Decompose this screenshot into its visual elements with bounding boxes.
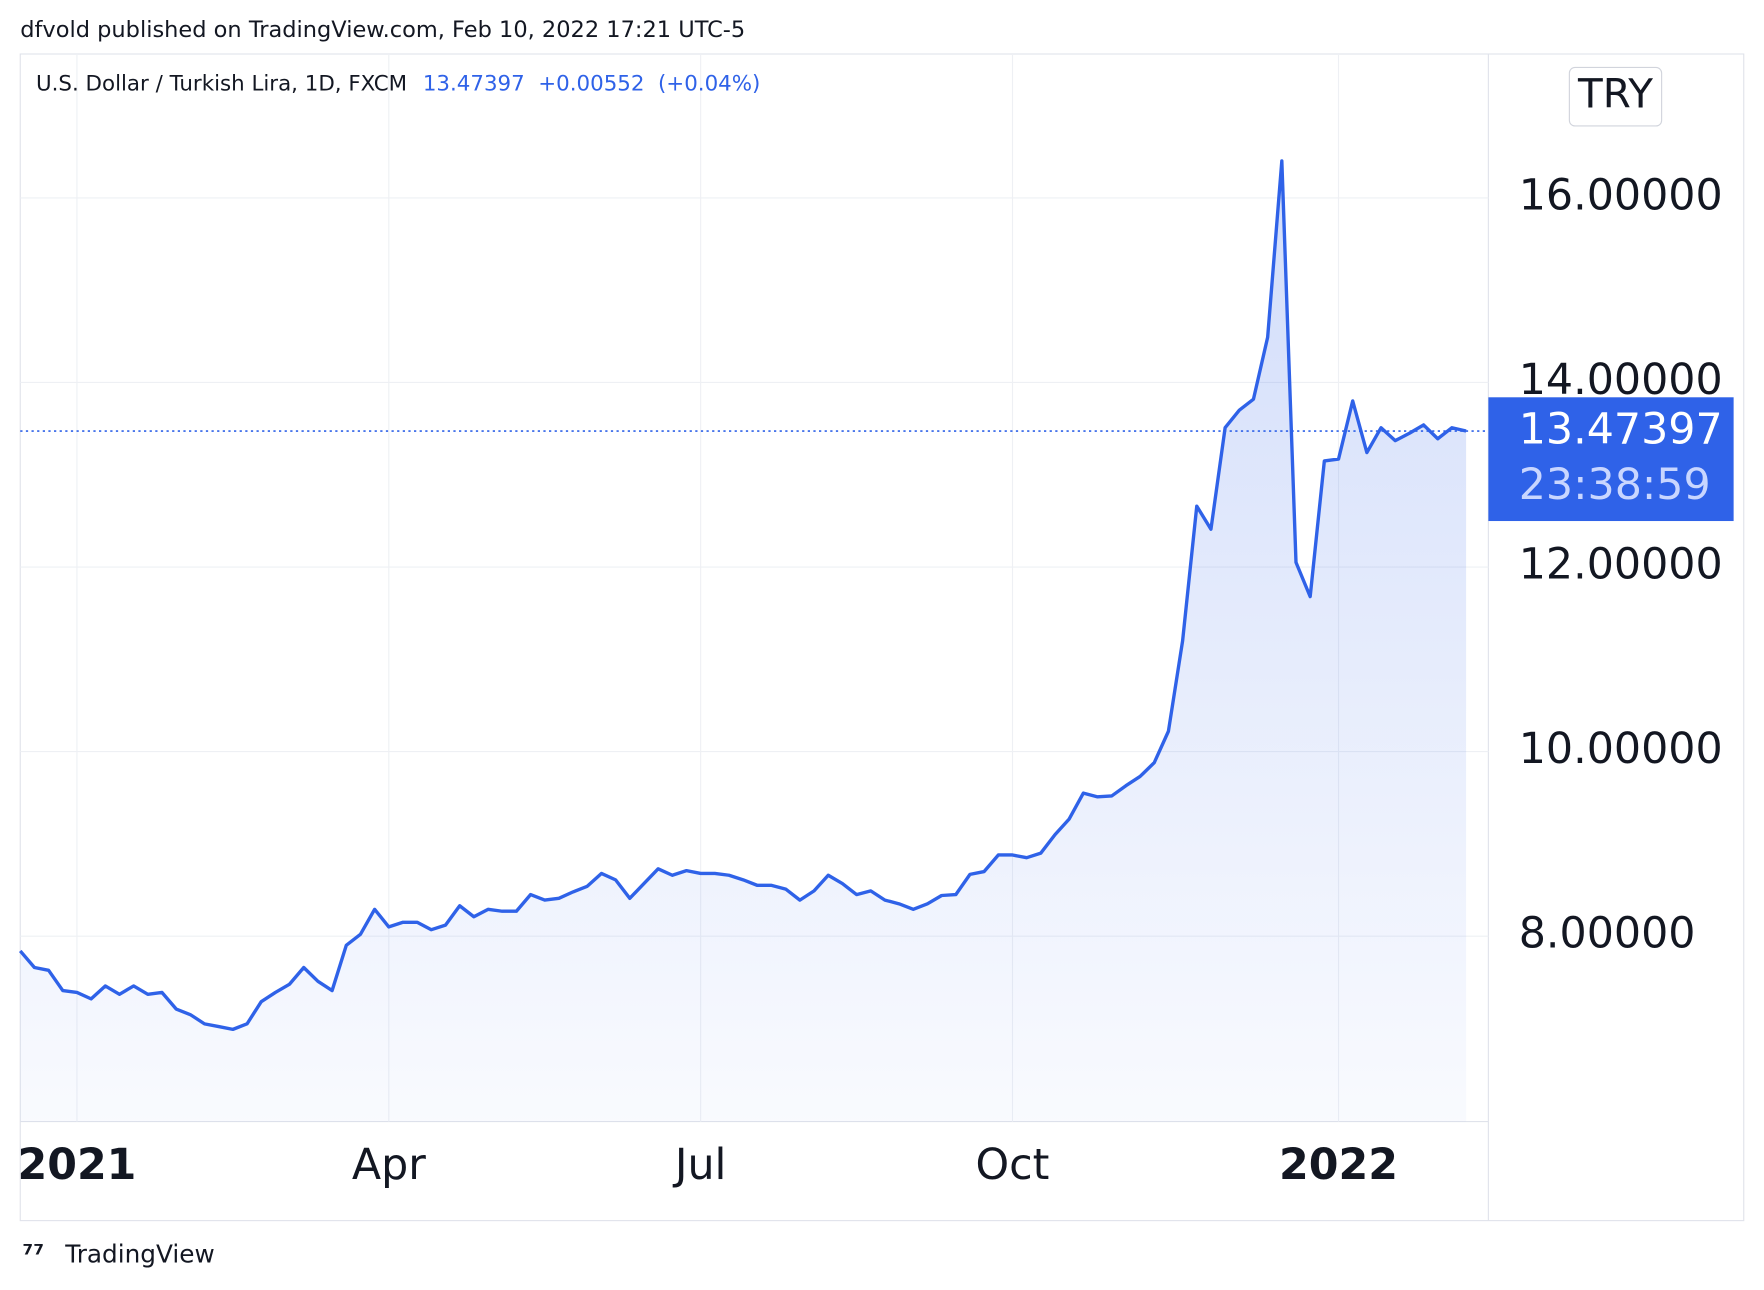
price-axis: 8.00000 10.00000 12.00000 14.00000 16.00000 1… — [1488, 170, 1734, 959]
last-price-tag-label: 13.47397 — [1519, 405, 1723, 455]
y-tick-label: 10.00000 — [1519, 724, 1723, 774]
chart-frame — [19, 53, 1745, 1222]
price-change-percent: (+0.04%) — [658, 71, 760, 96]
brand-logo: ⁷⁷ — [23, 1239, 45, 1268]
x-tick-label: 2021 — [17, 1140, 136, 1190]
x-tick-label: Apr — [352, 1140, 426, 1190]
published-line: dfvold published on TradingView.com, Feb… — [20, 17, 745, 43]
plot — [18, 159, 1489, 1122]
x-tick-label: 2022 — [1279, 1140, 1398, 1190]
y-tick-label: 16.00000 — [1519, 170, 1723, 220]
x-tick-label: Oct — [976, 1140, 1050, 1190]
price-line — [18, 159, 1467, 1032]
last-price: 13.47397 — [423, 71, 525, 96]
symbol-label: U.S. Dollar / Turkish Lira, 1D, FXCM — [36, 71, 407, 96]
currency-label: TRY — [1577, 70, 1653, 118]
x-tick-label: Jul — [672, 1140, 727, 1190]
countdown-label: 23:38:59 — [1519, 460, 1711, 510]
y-tick-label: 8.00000 — [1519, 909, 1696, 959]
brand-name: TradingView — [64, 1239, 214, 1268]
currency-badge[interactable] — [1568, 66, 1663, 127]
y-tick-label: 12.00000 — [1519, 540, 1723, 590]
price-change: +0.00552 — [538, 71, 644, 96]
area-fill — [20, 160, 1467, 1122]
y-tick-label: 14.00000 — [1519, 355, 1723, 405]
last-price-tag — [1488, 397, 1734, 522]
